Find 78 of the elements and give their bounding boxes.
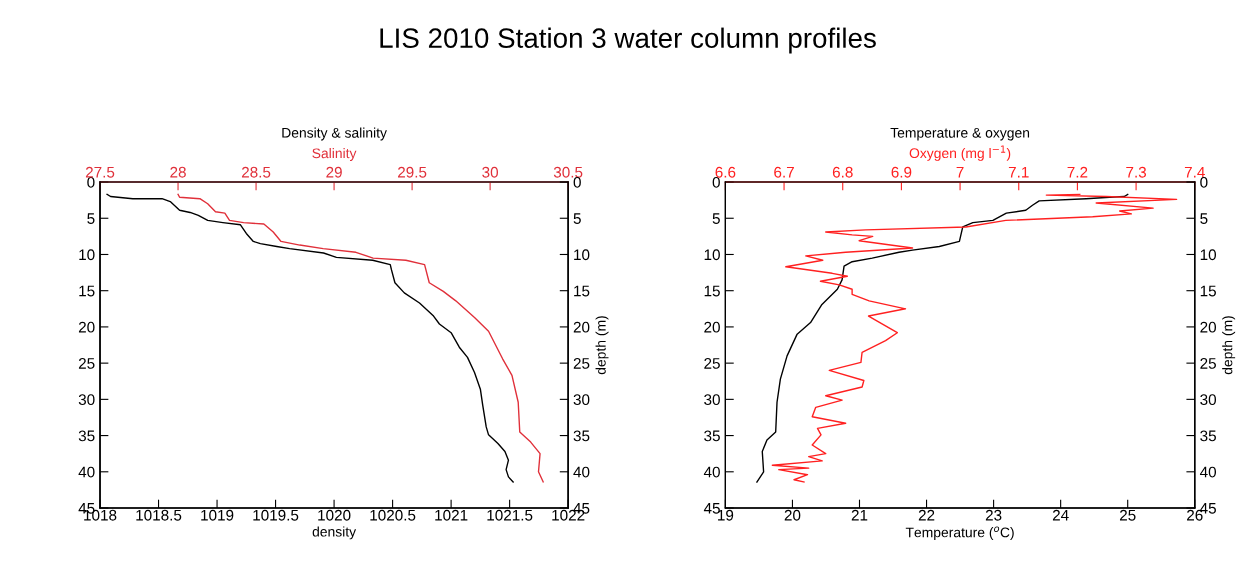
y-tick-label: 25 [704,358,720,369]
x-tick-label: 1021 [435,509,468,521]
y-tick-label: 15 [79,285,95,297]
y2-tick-label: 20 [1200,321,1217,333]
y2-tick-label: 35 [1200,430,1216,442]
y2-tick-label: 0 [573,176,581,188]
y-tick-label: 35 [704,430,720,442]
y-tick-label: 0 [712,176,720,188]
x2-tick-label: 30.5 [553,166,583,178]
y2-tick-label: 10 [1200,249,1217,261]
y-tick-label: 40 [703,466,720,478]
y2-tick-label: 40 [573,466,590,478]
y-tick-label: 30 [78,394,95,406]
x2-tick-label: 7 [956,166,964,178]
x-axis-title: Temperature ($^{o}$C) [905,526,1014,541]
x-tick-label: 1021.5 [487,509,533,521]
y2-tick-label: 30 [1200,394,1217,406]
x-tick-label: 1018.5 [136,509,182,521]
y-tick-label: 25 [78,358,95,369]
x2-axis-title: Oxygen (mg l$^{−1}$) [909,145,1011,161]
x2-tick-label: 29.5 [398,166,427,178]
x2-tick-label: 6.8 [832,166,853,178]
x-axis-title: density [312,526,357,540]
y2-tick-label: 25 [573,358,590,369]
x2-tick-label: 29 [326,166,342,178]
x-tick-label: 25 [1119,509,1136,521]
y-tick-label: 5 [712,213,720,224]
x-tick-label: 1019.5 [253,509,299,521]
line-series [756,193,1129,483]
y2-tick-label: 0 [1200,176,1208,188]
x-tick-label: 21 [851,509,868,521]
x-tick-label: 23 [985,509,1002,521]
y2-tick-label: 5 [1200,213,1208,224]
x2-tick-label: 6.7 [774,166,794,178]
x2-tick-label: 6.6 [715,166,736,178]
y2-axis-title: depth (m) [1222,316,1236,375]
x2-tick-label: 27.5 [85,166,115,178]
y2-tick-label: 35 [573,430,590,442]
x-tick-label: 1019 [201,509,234,521]
chart-title: Density & salinity [282,127,387,141]
y2-axis-title: depth (m) [595,316,609,375]
y2-tick-label: 5 [573,213,581,224]
y2-tick-label: 15 [1200,285,1216,297]
chart-title: Temperature & oxygen [890,127,1030,141]
x-tick-label: 19 [718,509,734,521]
y-tick-label: 35 [78,430,95,442]
x2-tick-label: 7.4 [1184,166,1205,178]
x2-tick-label: 7.1 [1008,166,1029,178]
x-tick-label: 20 [784,509,801,521]
x2-tick-label: 28 [170,166,186,178]
x2-tick-label: 28.5 [241,166,271,178]
y2-tick-label: 25 [1200,358,1216,369]
text: LIS 2010 Station 3 water column profiles [380,27,876,54]
x2-tick-label: 7.2 [1067,166,1088,178]
y-tick-label: 20 [704,321,720,333]
x-tick-label: 22 [918,509,935,521]
x2-tick-label: 7.3 [1126,166,1147,178]
line-series [106,193,514,483]
y2-tick-label: 20 [573,321,590,333]
x-tick-label: 1020 [318,509,351,521]
x-tick-label: 1020.5 [370,509,416,521]
y-tick-label: 30 [704,394,720,406]
y2-tick-label: 40 [1199,466,1217,478]
y2-tick-label: 10 [574,249,590,261]
y-tick-label: 45 [703,503,720,514]
x2-axis-title: Salinity [312,148,357,161]
y-tick-label: 40 [78,466,95,478]
y-tick-label: 10 [704,249,720,261]
x2-tick-label: 6.9 [891,166,912,178]
y2-tick-label: 30 [573,394,590,406]
y2-tick-label: 15 [574,285,590,297]
x-tick-label: 24 [1052,509,1069,521]
y-tick-label: 0 [87,176,95,188]
y-tick-label: 15 [704,285,720,297]
y-tick-label: 10 [79,249,95,261]
x2-tick-label: 30 [482,166,499,178]
y-tick-label: 20 [78,321,95,333]
y-tick-label: 5 [87,213,95,224]
